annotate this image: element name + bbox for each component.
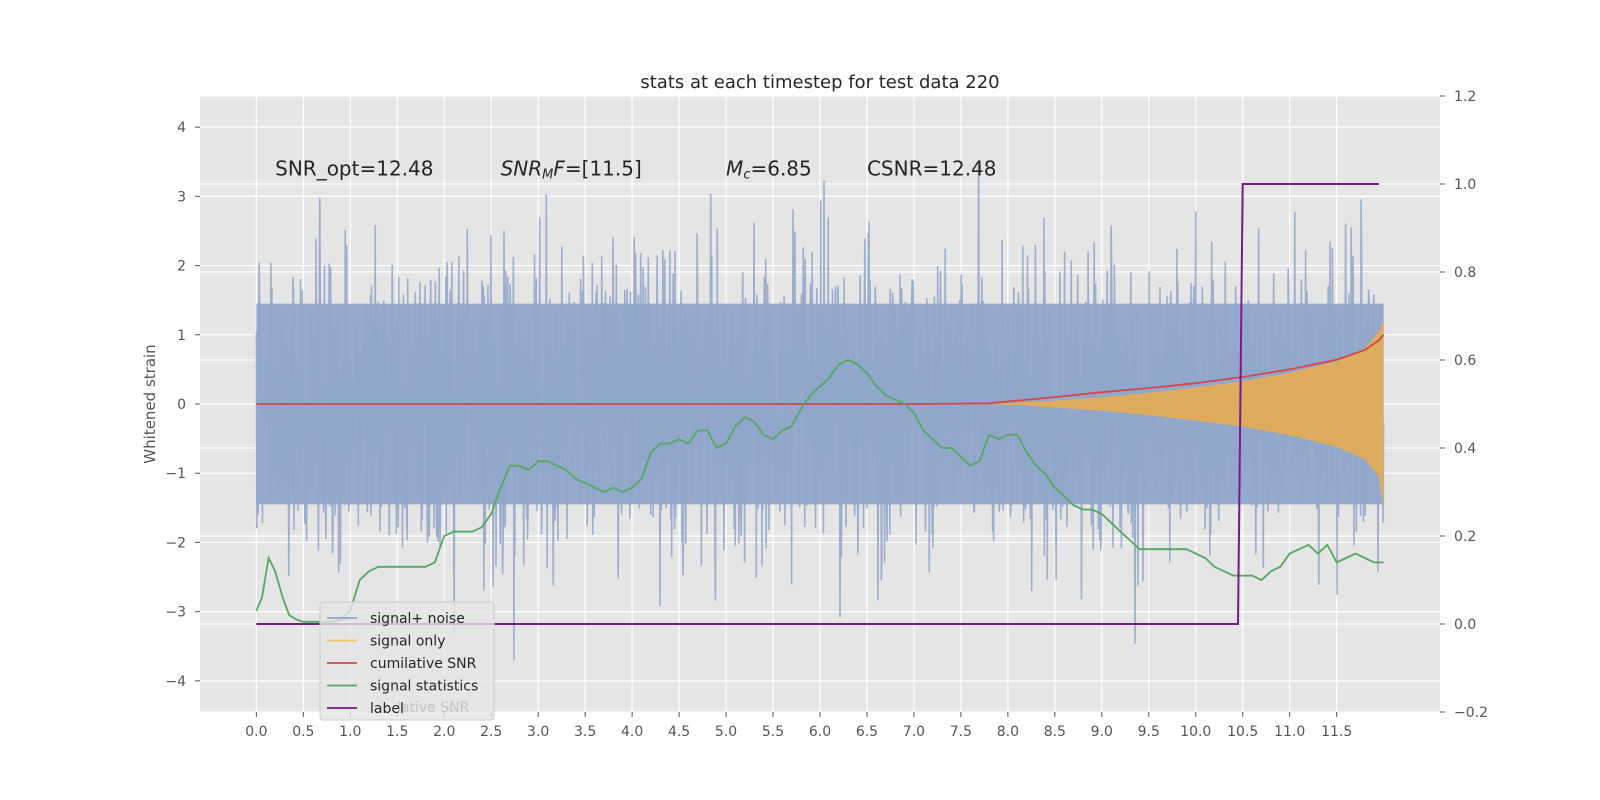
annotation-segment: =6.85 [750,157,811,181]
chart-title: stats at each timestep for test data 220 [640,72,999,93]
legend-label: label [370,701,404,717]
x-tick-label: 7.0 [903,724,925,740]
y2-tick-label: −0.2 [1454,705,1488,721]
x-tick-label: 0.5 [292,724,314,740]
x-tick-label: 10.0 [1180,724,1211,740]
x-tick-label: 8.5 [1044,724,1066,740]
x-tick-label: 8.0 [997,724,1019,740]
x-tick-label: 3.0 [527,724,549,740]
annotation-segment: CSNR=12.48 [867,157,997,181]
y2-tick-label: 1.0 [1454,177,1476,193]
x-tick-label: 4.0 [621,724,643,740]
y-tick-label: 1 [177,328,186,344]
y-tick-label: −2 [165,535,186,551]
y2-tick-label: 0.4 [1454,441,1476,457]
x-tick-label: 6.5 [856,724,878,740]
y-tick-label: −1 [165,466,186,482]
x-tick-label: 1.0 [339,724,361,740]
axes-layer: 0.0 0.5 1.0 1.5 2.0 2.5 3.0 3.5 4.0 4.5 5.0 5.5 6.0 6… [165,89,1488,740]
x-tick-label: 0.0 [245,724,267,740]
y-tick-label: 4 [177,120,186,136]
annotation-segment: c [743,168,750,183]
annotation-layer: SNR_opt=12.48 SNRMF=[11.5] Mc=6.85 CSNR=12.… [275,157,996,183]
x-tick-label: 2.5 [480,724,502,740]
x-tick-label: 9.5 [1138,724,1160,740]
annotation-segment: SNR [501,157,543,181]
legend-label: signal+ noise [370,611,465,627]
cumulative-snr-line [256,334,1385,405]
y2-tick-label: 0.6 [1454,353,1476,369]
y-tick-label: 0 [177,397,186,413]
signal-only-envelope [989,320,1384,508]
y2-tick-label: 0.8 [1454,265,1476,281]
x-tick-label: 7.5 [950,724,972,740]
legend: lative SNR signal+ noise signal only cumil… [319,601,495,721]
x-tick-label: 5.0 [715,724,737,740]
y-tick-label: −3 [165,605,186,621]
x-tick-label: 5.5 [762,724,784,740]
y-axis-label: Whitened strain [141,344,159,463]
annotation-segment: =[11.5] [565,157,642,181]
y-tick-label: 3 [177,189,186,205]
y-tick-label: 2 [177,259,186,275]
x-tick-label: 1.5 [386,724,408,740]
annotation-text: CSNR=12.48 [867,157,997,181]
annotation-text: Mc=6.85 [726,157,812,183]
annotation-text: SNRMF=[11.5] [501,157,642,183]
annotation-segment: SNR_opt=12.48 [275,157,433,181]
y2-tick-label: 0.0 [1454,617,1476,633]
x-tick-label: 3.5 [574,724,596,740]
x-tick-label: 4.5 [668,724,690,740]
legend-label: signal only [370,634,445,650]
x-tick-label: 11.0 [1274,724,1305,740]
legend-overlapped-text: lative SNR [397,700,470,716]
y-tick-label: −4 [165,674,186,690]
annotation-segment: M [542,168,553,183]
label-step-line [256,183,1379,625]
annotation-segment: M [726,157,743,181]
annotation-segment: F [553,157,565,181]
legend-box [319,601,495,721]
legend-label: signal statistics [370,679,478,695]
x-tick-label: 11.5 [1321,724,1352,740]
y2-tick-label: 0.2 [1454,529,1476,545]
x-tick-label: 6.0 [809,724,831,740]
annotation-text: SNR_opt=12.48 [275,157,433,181]
x-tick-label: 9.0 [1091,724,1113,740]
x-tick-label: 2.0 [433,724,455,740]
signal-statistics-line [255,359,1384,623]
legend-label: cumilative SNR [370,656,477,672]
x-tick-label: 10.5 [1227,724,1258,740]
series-layer [255,163,1385,661]
y2-tick-label: 1.2 [1454,89,1476,105]
